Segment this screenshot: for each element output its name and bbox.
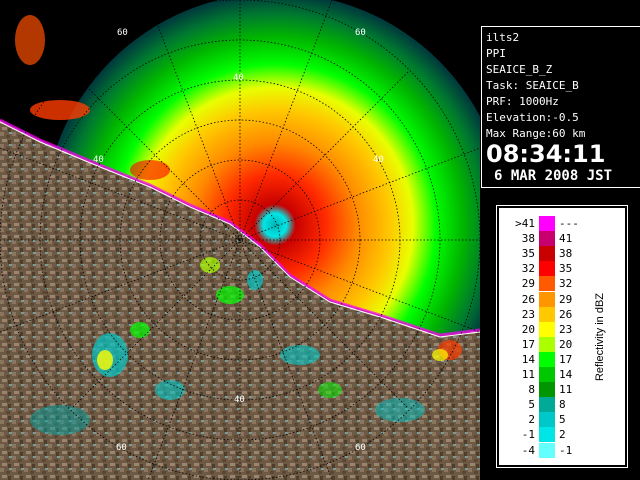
legend-color-swatch xyxy=(539,321,555,337)
color-legend: >41 --- 38 41 35 38 32 35 29 32 26 29 23 26 20 23 17 20 14… xyxy=(496,205,628,468)
legend-upper-bound: -1 xyxy=(559,443,573,457)
legend-color-swatch xyxy=(539,291,555,307)
ring-label: 60 xyxy=(355,28,366,38)
legend-lower-bound: 17 xyxy=(521,337,535,351)
legend-upper-bound: 11 xyxy=(559,383,573,397)
range-rings xyxy=(0,0,480,480)
ring-label: 60 xyxy=(117,28,128,38)
legend-upper-bound: 2 xyxy=(559,428,566,442)
legend-color-swatch xyxy=(539,261,555,277)
ring-label: 40 xyxy=(373,155,384,165)
legend-lower-bound: 23 xyxy=(521,307,535,321)
legend-upper-bound: 29 xyxy=(559,292,573,306)
legend-lower-bound: -4 xyxy=(521,443,535,457)
task-name: Task: SEAICE_B xyxy=(486,79,579,92)
ring-label: 40 xyxy=(233,73,244,83)
observation-date: 6 MAR 2008 JST xyxy=(494,168,613,184)
legend-color-swatch xyxy=(539,276,555,292)
legend-color-swatch xyxy=(539,427,555,443)
max-range-value: Max Range:60 km xyxy=(486,127,586,140)
legend-lower-bound: 14 xyxy=(521,352,535,366)
info-panel: ilts2 PPI SEAICE_B_Z Task: SEAICE_B PRF:… xyxy=(481,26,640,188)
legend-lower-bound: 38 xyxy=(521,232,535,246)
legend-upper-bound: 20 xyxy=(559,337,573,351)
legend-lower-bound: 26 xyxy=(521,292,535,306)
legend-row: 20 23 xyxy=(513,321,583,337)
coastline-edge xyxy=(0,121,480,338)
legend-lower-bound: 11 xyxy=(521,368,535,381)
legend-row: 11 14 xyxy=(513,367,583,382)
legend-lower-bound: -1 xyxy=(521,428,535,442)
radar-ppi-display: 60 40 40 60 40 40 60 60 xyxy=(0,0,480,480)
legend-lower-bound: 20 xyxy=(521,322,535,336)
land-clutter-echoes xyxy=(15,15,462,435)
legend-color-swatch xyxy=(539,442,555,458)
legend-lower-bound: 29 xyxy=(521,277,535,291)
legend-color-swatch xyxy=(539,336,555,352)
ring-label: 60 xyxy=(355,443,366,453)
legend-color-swatch xyxy=(539,306,555,322)
legend-lower-bound: 35 xyxy=(521,247,535,261)
legend-upper-bound: 26 xyxy=(559,307,573,321)
legend-lower-bound: 8 xyxy=(528,383,535,397)
legend-color-swatch xyxy=(539,397,555,413)
ring-label: 40 xyxy=(93,155,104,165)
legend-lower-bound: 5 xyxy=(528,398,535,412)
legend-row: 38 41 xyxy=(513,231,583,247)
scan-type: PPI xyxy=(486,47,506,60)
legend-upper-bound: 35 xyxy=(559,262,573,276)
ring-label: 60 xyxy=(116,443,127,453)
legend-row: >41 --- xyxy=(513,216,583,231)
legend-row: 23 26 xyxy=(513,306,583,322)
legend-unit-label-box: Reflectivity in dBZ xyxy=(585,216,615,458)
radar-name: ilts2 xyxy=(486,31,520,44)
ring-label: 40 xyxy=(234,395,245,405)
legend-color-swatch xyxy=(539,351,555,367)
legend-color-swatch xyxy=(539,216,555,231)
legend-upper-bound: 8 xyxy=(559,398,566,412)
legend-row: 8 11 xyxy=(513,382,583,398)
legend-upper-bound: 14 xyxy=(559,368,573,381)
legend-color-swatch xyxy=(539,412,555,428)
legend-row: 17 20 xyxy=(513,336,583,352)
legend-color-swatch xyxy=(539,231,555,247)
legend-lower-bound: 2 xyxy=(528,413,535,427)
range-ring-labels: 60 40 40 60 40 40 60 60 xyxy=(93,28,384,453)
legend-color-swatch xyxy=(539,246,555,262)
legend-unit-label: Reflectivity in dBZ xyxy=(594,292,606,382)
legend-upper-bound: 32 xyxy=(559,277,573,291)
legend-color-swatch xyxy=(539,382,555,398)
legend-upper-bound: 17 xyxy=(559,352,573,366)
prf-value: PRF: 1000Hz xyxy=(486,95,559,108)
legend-row: 14 17 xyxy=(513,351,583,367)
legend-row: 29 32 xyxy=(513,276,583,292)
legend-row: -4 -1 xyxy=(513,442,583,458)
legend-color-swatch xyxy=(539,367,555,382)
legend-upper-bound: --- xyxy=(559,217,579,230)
legend-row: 32 35 xyxy=(513,261,583,277)
legend-upper-bound: 5 xyxy=(559,413,566,427)
radar-image: 60 40 40 60 40 40 60 60 xyxy=(0,0,480,480)
coastline xyxy=(0,118,480,337)
legend-lower-bound: >41 xyxy=(515,217,535,230)
legend-upper-bound: 41 xyxy=(559,232,573,246)
legend-upper-bound: 38 xyxy=(559,247,573,261)
legend-upper-bound: 23 xyxy=(559,322,573,336)
legend-lower-bound: 32 xyxy=(521,262,535,276)
legend-row: 26 29 xyxy=(513,291,583,307)
legend-row: 35 38 xyxy=(513,246,583,262)
elevation-value: Elevation:-0.5 xyxy=(486,111,579,124)
observation-time: 08:34:11 xyxy=(486,140,606,168)
legend-row: -1 2 xyxy=(513,427,583,443)
product-name: SEAICE_B_Z xyxy=(486,63,553,76)
